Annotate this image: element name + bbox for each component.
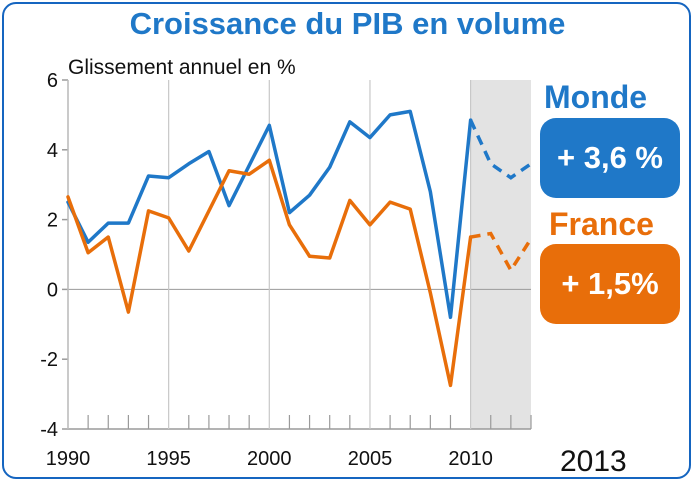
x-tick-label: 2010 xyxy=(448,448,493,470)
x-tick-label: 1995 xyxy=(146,448,191,470)
corner-year-label: 2013 xyxy=(560,445,627,478)
y-tick-label: -4 xyxy=(40,419,58,441)
y-tick-label: 4 xyxy=(47,140,58,162)
chart-title: Croissance du PIB en volume xyxy=(129,6,566,41)
badge-monde-growth: + 3,6 % xyxy=(540,118,680,198)
x-tick-label: 1990 xyxy=(46,448,91,470)
series-name-france: France xyxy=(549,206,654,242)
series-line-monde xyxy=(66,109,473,320)
y-tick-label: 2 xyxy=(47,210,58,232)
series-name-monde: Monde xyxy=(544,79,648,115)
y-tick-label: -2 xyxy=(40,349,58,371)
x-tick-label: 2005 xyxy=(348,448,393,470)
y-tick-label: 6 xyxy=(47,70,58,92)
x-tick-label: 2000 xyxy=(247,448,292,470)
y-tick-label: 0 xyxy=(47,279,58,301)
series-line-france xyxy=(66,158,473,388)
chart-subtitle: Glissement annuel en % xyxy=(68,56,296,79)
forecast-line-france xyxy=(470,231,533,274)
chart-frame xyxy=(2,2,691,479)
forecast-line-monde xyxy=(469,119,532,180)
badge-france-growth: + 1,5% xyxy=(540,244,680,324)
